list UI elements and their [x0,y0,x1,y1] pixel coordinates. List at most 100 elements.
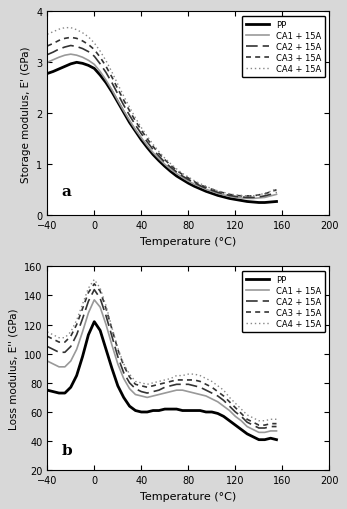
PP [169,169,173,175]
CA4 + 15A [175,373,179,379]
CA1 + 15A [157,392,161,398]
CA1 + 15A [63,53,67,59]
CA3 + 15A [127,374,132,380]
PP [163,164,167,170]
PP [45,71,49,77]
CA3 + 15A [169,379,173,385]
CA1 + 15A [227,194,231,200]
CA4 + 15A [198,373,202,379]
CA2 + 15A [51,347,55,353]
CA1 + 15A [204,393,208,399]
CA2 + 15A [121,370,126,376]
CA4 + 15A [263,418,267,424]
CA1 + 15A [215,191,220,197]
CA1 + 15A [198,184,202,190]
CA3 + 15A [151,144,155,150]
CA3 + 15A [57,340,61,346]
CA3 + 15A [210,384,214,390]
CA2 + 15A [245,419,249,426]
CA2 + 15A [92,287,96,293]
CA1 + 15A [92,62,96,68]
CA1 + 15A [127,118,132,124]
CA3 + 15A [121,98,126,104]
PP [110,90,114,96]
Line: CA2 + 15A: CA2 + 15A [47,46,277,198]
CA2 + 15A [45,344,49,350]
CA4 + 15A [251,415,255,421]
Line: CA1 + 15A: CA1 + 15A [47,300,277,433]
PP [269,435,273,441]
CA4 + 15A [227,394,231,401]
PP [215,193,220,199]
CA3 + 15A [269,189,273,195]
CA1 + 15A [227,408,231,414]
CA4 + 15A [92,41,96,47]
CA4 + 15A [198,181,202,187]
CA2 + 15A [169,165,173,171]
CA2 + 15A [198,384,202,390]
CA3 + 15A [104,306,108,312]
CA4 + 15A [175,166,179,173]
CA4 + 15A [210,379,214,385]
CA1 + 15A [239,195,243,202]
CA4 + 15A [180,171,185,177]
CA3 + 15A [92,47,96,53]
Line: CA4 + 15A: CA4 + 15A [47,280,277,421]
CA4 + 15A [215,188,220,194]
CA3 + 15A [239,411,243,417]
CA1 + 15A [180,387,185,393]
PP [75,60,79,66]
CA3 + 15A [110,326,114,332]
CA3 + 15A [145,384,149,390]
CA1 + 15A [210,189,214,195]
X-axis label: Temperature (°C): Temperature (°C) [140,491,236,501]
PP [57,67,61,73]
CA4 + 15A [110,325,114,331]
CA1 + 15A [221,192,226,199]
CA2 + 15A [92,54,96,60]
CA4 + 15A [139,125,143,131]
PP [104,347,108,353]
CA2 + 15A [192,180,196,186]
CA1 + 15A [263,430,267,436]
CA4 + 15A [57,335,61,341]
PP [127,120,132,126]
CA1 + 15A [133,127,137,133]
CA3 + 15A [139,383,143,389]
PP [251,200,255,206]
CA1 + 15A [251,196,255,202]
CA3 + 15A [204,382,208,388]
CA1 + 15A [163,162,167,168]
CA3 + 15A [245,416,249,422]
CA3 + 15A [157,151,161,157]
CA2 + 15A [175,382,179,388]
CA4 + 15A [245,412,249,418]
CA4 + 15A [163,156,167,162]
CA2 + 15A [110,333,114,340]
CA4 + 15A [127,372,132,378]
CA3 + 15A [51,41,55,47]
CA3 + 15A [192,179,196,185]
CA2 + 15A [186,382,191,388]
CA4 + 15A [263,191,267,197]
PP [151,152,155,158]
Legend: PP, CA1 + 15A, CA2 + 15A, CA3 + 15A, CA4 + 15A: PP, CA1 + 15A, CA2 + 15A, CA3 + 15A, CA4… [242,271,325,332]
CA3 + 15A [215,189,220,195]
CA4 + 15A [45,32,49,38]
CA2 + 15A [210,390,214,397]
CA1 + 15A [57,364,61,370]
PP [127,403,132,409]
CA1 + 15A [274,192,279,198]
CA4 + 15A [145,382,149,388]
PP [98,73,102,79]
PP [175,174,179,180]
CA3 + 15A [257,192,261,199]
CA2 + 15A [57,350,61,356]
PP [81,354,85,360]
CA1 + 15A [204,187,208,193]
CA3 + 15A [63,36,67,42]
PP [186,181,191,187]
CA3 + 15A [110,75,114,81]
CA3 + 15A [139,128,143,134]
CA1 + 15A [169,389,173,395]
